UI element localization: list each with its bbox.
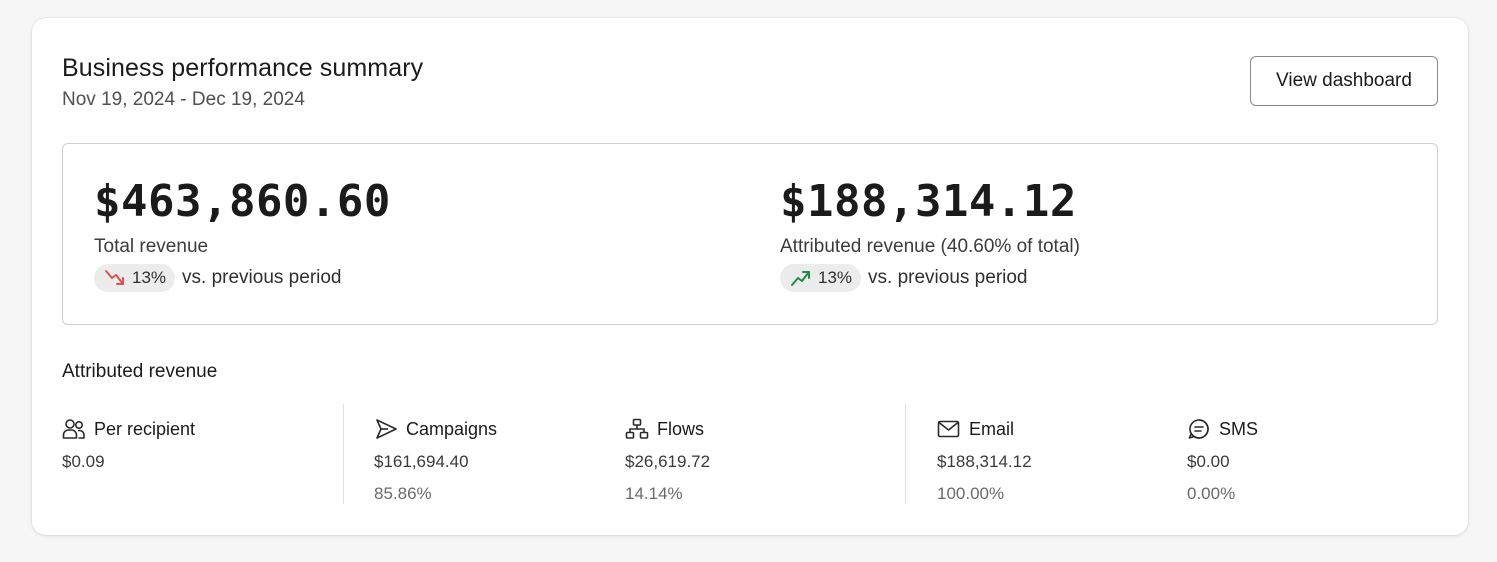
per-recipient-value: $0.09	[62, 452, 105, 471]
date-range: Nov 19, 2024 - Dec 19, 2024	[62, 89, 305, 110]
campaigns-label: Campaigns	[406, 418, 498, 439]
send-icon	[376, 419, 397, 439]
trend-down-icon	[105, 270, 124, 285]
attributed-revenue-change-row: 13% vs. previous period	[780, 264, 1080, 292]
change-badge-up: 13%	[780, 264, 862, 292]
divider	[905, 404, 906, 504]
total-revenue-metric: $463,860.60 Total revenue 13% vs. previo…	[94, 174, 391, 292]
flows-percent: 14.14%	[625, 484, 683, 503]
attributed-revenue-label: Attributed revenue (40.60% of total)	[780, 236, 1080, 257]
change-badge-down: 13%	[94, 264, 176, 292]
flow-icon	[625, 418, 649, 439]
attributed-revenue-metric: $188,314.12 Attributed revenue (40.60% o…	[780, 174, 1080, 292]
vs-previous-period: vs. previous period	[182, 267, 342, 288]
sms-stat: SMS $0.00 0.00%	[1187, 416, 1258, 504]
view-dashboard-button[interactable]: View dashboard	[1250, 56, 1438, 106]
sms-label: SMS	[1219, 418, 1259, 439]
trend-up-icon	[791, 271, 810, 286]
revenue-summary-box: $463,860.60 Total revenue 13% vs. previo…	[62, 143, 1438, 325]
change-percent: 13%	[818, 268, 853, 287]
sms-value: $0.00	[1187, 452, 1230, 471]
per-recipient-label: Per recipient	[94, 418, 196, 439]
divider	[343, 404, 344, 504]
email-stat: Email $188,314.12 100.00%	[937, 416, 1032, 504]
vs-previous-period: vs. previous period	[868, 267, 1028, 288]
business-performance-card: Business performance summary Nov 19, 202…	[32, 18, 1468, 535]
page-title: Business performance summary	[62, 54, 424, 82]
change-percent: 13%	[132, 268, 167, 287]
sms-icon	[1188, 419, 1209, 439]
attributed-revenue-value: $188,314.12	[780, 176, 1077, 227]
users-icon	[62, 419, 85, 439]
total-revenue-value: $463,860.60	[94, 176, 391, 227]
flows-stat: Flows $26,619.72 14.14%	[625, 416, 710, 504]
attributed-revenue-section-title: Attributed revenue	[62, 361, 218, 382]
campaigns-percent: 85.86%	[374, 484, 432, 503]
per-recipient-stat: Per recipient $0.09	[62, 416, 195, 472]
total-revenue-change-row: 13% vs. previous period	[94, 264, 391, 292]
total-revenue-label: Total revenue	[94, 236, 209, 257]
flows-value: $26,619.72	[625, 452, 711, 471]
email-label: Email	[969, 418, 1015, 439]
email-value: $188,314.12	[937, 452, 1032, 471]
campaigns-value: $161,694.40	[374, 452, 469, 471]
flows-label: Flows	[657, 418, 705, 439]
campaigns-stat: Campaigns $161,694.40 85.86%	[374, 416, 497, 504]
email-percent: 100.00%	[937, 484, 1005, 503]
sms-percent: 0.00%	[1187, 484, 1236, 503]
mail-icon	[937, 420, 960, 438]
